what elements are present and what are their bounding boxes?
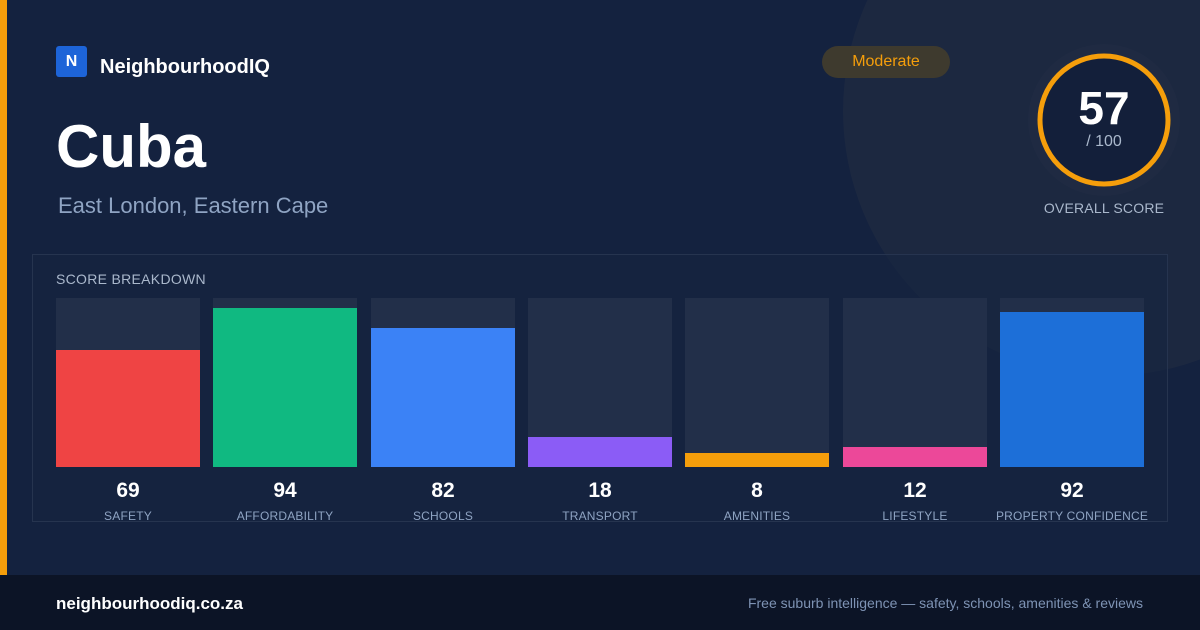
bar-track — [213, 298, 357, 467]
bar-track — [56, 298, 200, 467]
bar-track — [1000, 298, 1144, 467]
bar-fill — [685, 453, 829, 467]
bar-column-lifestyle: 12 LIFESTYLE — [843, 298, 987, 528]
bar-category-label: TRANSPORT — [562, 509, 638, 523]
bar-column-safety: 69 SAFETY — [56, 298, 200, 528]
bar-category-label: LIFESTYLE — [882, 509, 948, 523]
bar-column-affordability: 94 AFFORDABILITY — [213, 298, 357, 528]
breakdown-title: SCORE BREAKDOWN — [56, 271, 206, 287]
footer: neighbourhoodiq.co.za Free suburb intell… — [0, 575, 1200, 630]
bar-fill — [1000, 312, 1144, 467]
bar-fill — [843, 447, 987, 467]
score-card: N NeighbourhoodIQ Cuba East London, East… — [0, 0, 1180, 575]
accent-bar — [0, 0, 7, 575]
bar-fill — [213, 308, 357, 467]
overall-score-max: / 100 — [1086, 133, 1122, 150]
bar-column-schools: 82 SCHOOLS — [371, 298, 515, 528]
bar-value-label: 12 — [903, 479, 927, 502]
rating-badge: Moderate — [822, 46, 950, 78]
bar-column-amenities: 8 AMENITIES — [685, 298, 829, 528]
footer-url: neighbourhoodiq.co.za — [56, 594, 243, 613]
bar-track — [371, 298, 515, 467]
bar-category-label: AMENITIES — [723, 509, 791, 523]
bar-value-label: 92 — [1060, 479, 1084, 502]
bar-category-label: PROPERTY CONFIDENCE — [995, 509, 1149, 523]
bar-value-label: 8 — [751, 479, 763, 502]
bar-column-transport: 18 TRANSPORT — [528, 298, 672, 528]
bar-fill — [56, 350, 200, 467]
bar-value-label: 82 — [431, 479, 455, 502]
bar-fill — [528, 437, 672, 467]
bar-category-label: SAFETY — [104, 509, 152, 523]
overall-score-ring: 57 / 100 — [1028, 44, 1180, 196]
score-ring-graphic — [1028, 44, 1180, 196]
overall-score-caption: OVERALL SCORE — [1043, 200, 1165, 216]
bar-value-label: 18 — [588, 479, 612, 502]
score-ring-arc — [1037, 53, 1171, 187]
suburb-location: East London, Eastern Cape — [58, 193, 329, 218]
bar-fill — [371, 328, 515, 467]
bar-category-label: SCHOOLS — [412, 509, 474, 523]
bar-track — [685, 298, 829, 467]
bar-value-label: 94 — [273, 479, 297, 502]
bar-value-label: 69 — [116, 479, 140, 502]
bar-track — [843, 298, 987, 467]
overall-score-value: 57 — [1078, 82, 1130, 134]
brand-logo-icon: N — [56, 46, 87, 77]
bar-category-label: AFFORDABILITY — [236, 509, 334, 523]
score-ring-inner — [1040, 56, 1168, 184]
brand-name: NeighbourhoodIQ — [100, 56, 270, 78]
suburb-title: Cuba — [56, 113, 206, 180]
bar-column-property-confidence: 92 PROPERTY CONFIDENCE — [996, 298, 1148, 528]
footer-tagline: Free suburb intelligence — safety, schoo… — [747, 595, 1143, 611]
bar-track — [528, 298, 672, 467]
